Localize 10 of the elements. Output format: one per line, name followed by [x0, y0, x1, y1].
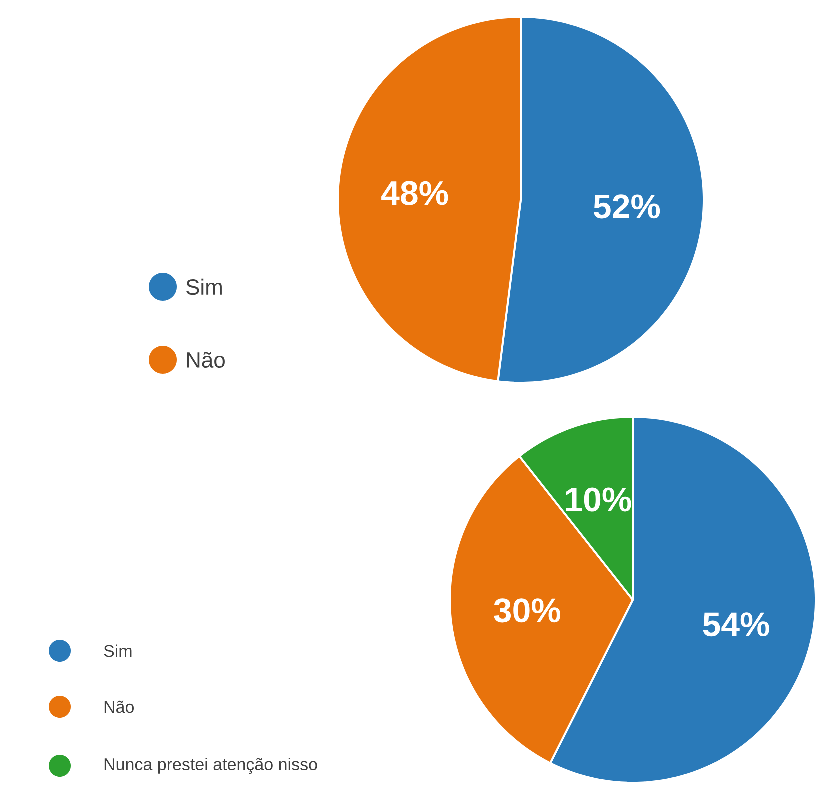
data-label: 10%	[566, 488, 632, 512]
legend-label: Sim	[104, 644, 132, 658]
legend-label: Nunca prestei atenção nisso	[104, 758, 318, 774]
data-label: 48%	[382, 181, 448, 206]
legend-label: Não	[187, 352, 225, 368]
data-label: 54%	[703, 612, 770, 637]
legend-label: Sim	[186, 278, 222, 296]
data-label: 52%	[594, 194, 660, 219]
data-label: 30%	[494, 598, 561, 623]
legend-label: Não	[104, 700, 134, 714]
